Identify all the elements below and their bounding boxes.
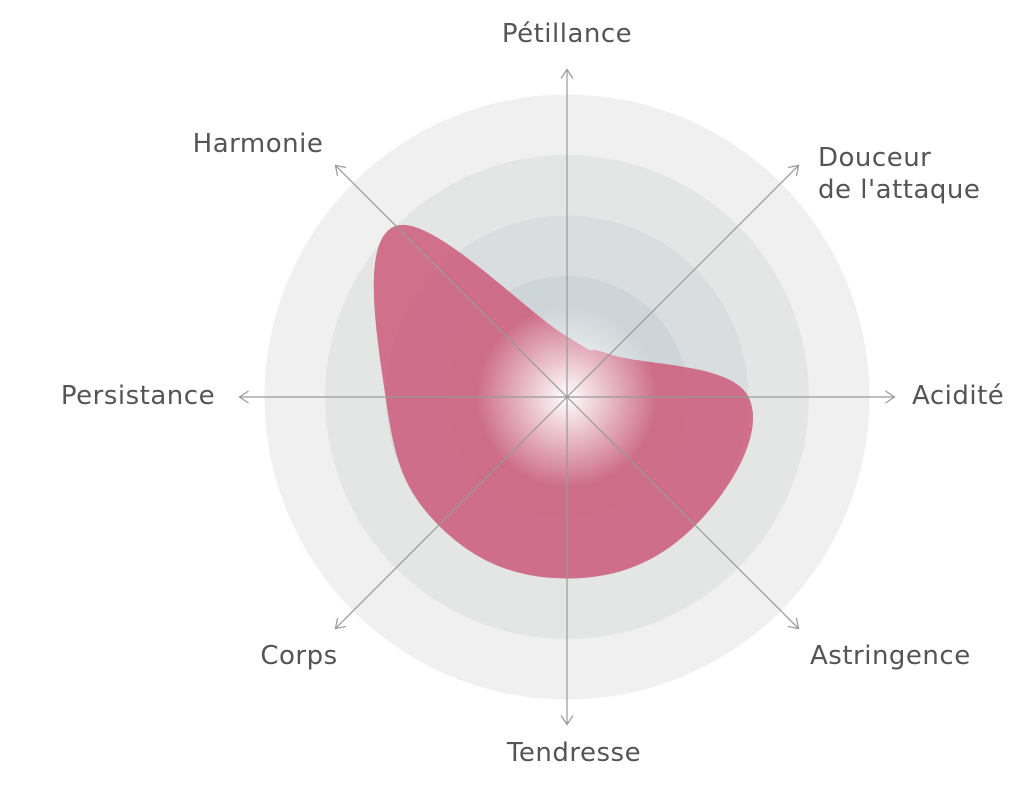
axis-arrow-icon	[787, 164, 800, 177]
axis-line	[566, 396, 800, 630]
axis-line	[334, 164, 568, 398]
axis-arrow-icon	[787, 617, 800, 630]
axis-label: Douceur de l'attaque	[818, 143, 981, 205]
axis-line	[566, 164, 800, 398]
axis-label: Persistance	[60, 381, 216, 411]
axis-label: Astringence	[810, 641, 971, 671]
axis-arrow-icon	[560, 68, 574, 79]
axis-label: Pétillance	[501, 19, 633, 49]
axis-line	[334, 396, 568, 630]
axis-label: Tendresse	[506, 738, 642, 768]
axis-arrow-icon	[334, 164, 347, 177]
axis-arrow-icon	[560, 715, 574, 726]
axis-label: Acidité	[912, 381, 1005, 411]
axis-arrow-icon	[238, 390, 249, 404]
axis-label: Corps	[260, 641, 338, 671]
axis-arrow-icon	[334, 617, 347, 630]
axis-arrow-icon	[885, 390, 896, 404]
axis-label: Harmonie	[192, 129, 324, 159]
